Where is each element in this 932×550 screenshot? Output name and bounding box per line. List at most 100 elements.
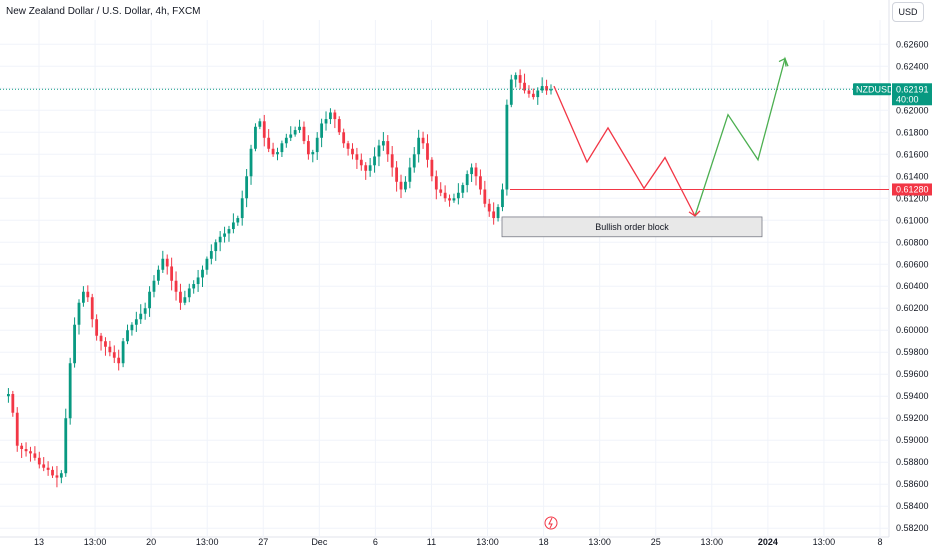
time-axis: 13 13:00 20 13:00 27 Dec 6 11 13:00 18 13:00 25 13:0… (34, 537, 883, 547)
candle-body (492, 211, 496, 219)
price-tick-label: 0.61200 (896, 193, 929, 203)
candle-body (523, 82, 526, 91)
candle-body (95, 319, 99, 336)
bullish-projection-path[interactable] (694, 56, 789, 217)
candle-body (156, 269, 160, 281)
candle-body (46, 467, 50, 470)
price-tick-label: 0.60600 (896, 259, 929, 269)
candle-body (7, 394, 10, 397)
time-tick-label: 13:00 (701, 537, 724, 547)
time-tick-label: 8 (877, 537, 882, 547)
candle-body (351, 148, 354, 155)
candle-body (302, 126, 306, 142)
price-tick-label: 0.59000 (896, 435, 929, 445)
candle-body (179, 291, 182, 303)
candle-body (196, 277, 200, 285)
candle-body (29, 451, 32, 454)
candle-body (227, 229, 231, 234)
candle-body (90, 297, 94, 320)
candle-body (390, 154, 394, 168)
candle-body (99, 335, 103, 342)
time-tick-label: 6 (373, 537, 378, 547)
candle-body (501, 189, 504, 208)
candle-body (337, 119, 341, 133)
candle-body (355, 154, 359, 160)
candle-body (33, 453, 37, 458)
order-block-box[interactable] (501, 216, 763, 238)
candle-body (126, 330, 129, 342)
price-tick-label: 0.59600 (896, 369, 929, 379)
candle-body (68, 363, 72, 419)
chart-title: New Zealand Dollar / U.S. Dollar, 4h, FX… (6, 6, 201, 17)
time-tick-label: 13:00 (813, 537, 836, 547)
bearish-projection-path[interactable] (553, 85, 696, 217)
candle-body (42, 464, 46, 468)
candle-body (223, 233, 226, 237)
candle-body (24, 449, 28, 452)
candle-body (77, 302, 81, 325)
candle-body (426, 143, 429, 160)
candle-body (236, 218, 240, 223)
symbol-label: NZDUSD (856, 84, 894, 94)
time-tick-label: 18 (539, 537, 549, 547)
candle-body (11, 394, 15, 413)
candle-body (82, 291, 85, 303)
candle-body (284, 137, 288, 144)
current-price-label: 0.62191 (896, 84, 929, 94)
time-tick-label: 13:00 (84, 537, 107, 547)
candle-body (452, 198, 456, 201)
candle-body (545, 86, 548, 91)
projection-paths (553, 56, 789, 217)
candle-body (404, 181, 407, 190)
candle-body (448, 198, 451, 201)
price-tick-label: 0.60000 (896, 325, 929, 335)
gridlines (0, 0, 890, 538)
candle-body (315, 137, 319, 153)
candle-body (15, 412, 19, 446)
candle-body (373, 156, 376, 166)
candle-body (249, 148, 253, 177)
time-tick-label: 11 (427, 537, 436, 547)
candle-body (165, 258, 169, 267)
candle-body (117, 357, 121, 364)
price-tick-label: 0.61000 (896, 215, 929, 225)
replay-icon[interactable] (544, 516, 558, 530)
candle-body (408, 167, 412, 182)
time-tick-label: 13 (34, 537, 44, 547)
currency-button[interactable]: USD (892, 2, 924, 22)
candle-body (152, 280, 156, 292)
price-tick-label: 0.58600 (896, 479, 929, 489)
support-level-tag (892, 183, 932, 196)
price-tick-label: 0.59200 (896, 413, 929, 423)
price-tick-label: 0.62000 (896, 105, 929, 115)
time-tick-label: 13:00 (476, 537, 499, 547)
candle-body (381, 141, 385, 146)
candle-body (293, 130, 297, 135)
price-tick-label: 0.61400 (896, 171, 929, 181)
candles (7, 69, 553, 488)
candle-body (531, 93, 535, 98)
candle-body (276, 152, 279, 155)
price-axis: 0.626000.624000.622000.620000.618000.616… (896, 39, 929, 533)
candle-body (465, 174, 469, 186)
time-tick-label: 2024 (758, 537, 778, 547)
candle-body (201, 269, 204, 278)
candle-body (108, 346, 112, 353)
candle-body (192, 284, 196, 289)
candle-body (139, 313, 143, 320)
candle-body (37, 457, 41, 465)
candle-body (187, 288, 191, 298)
time-tick-label: 20 (146, 537, 156, 547)
candle-body (443, 192, 447, 199)
candle-body (536, 90, 540, 98)
price-tick-label: 0.60200 (896, 303, 929, 313)
candle-body (549, 89, 553, 91)
candle-body (329, 112, 332, 120)
candle-body (134, 319, 138, 325)
price-tick-label: 0.60800 (896, 237, 929, 247)
candle-body (64, 418, 68, 474)
candle-body (470, 167, 473, 175)
candle-body (205, 258, 209, 270)
candle-body (121, 341, 125, 364)
